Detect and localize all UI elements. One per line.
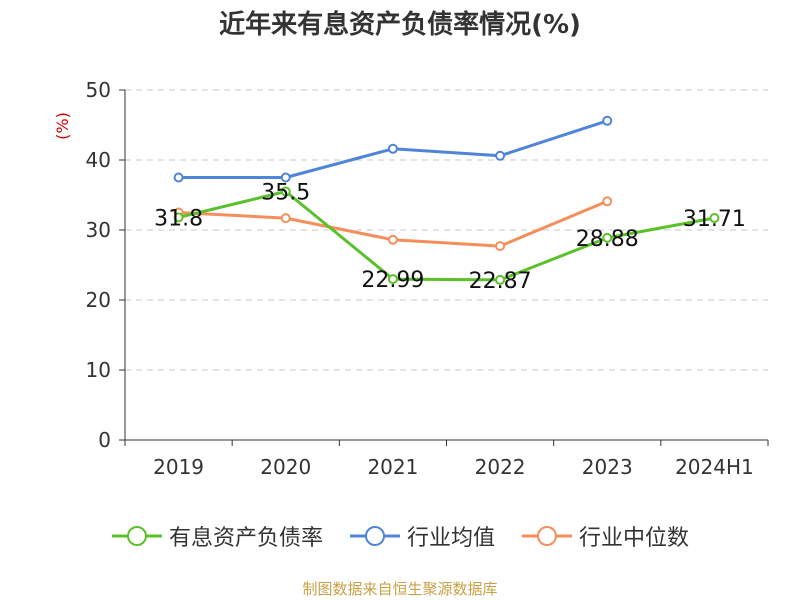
y-axis-label: (%) [53, 112, 72, 140]
legend-label: 行业中位数 [579, 526, 690, 551]
data-label: 31.71 [683, 207, 746, 232]
source-note: 制图数据来自恒生聚源数据库 [302, 580, 498, 598]
data-label: 22.99 [361, 268, 424, 293]
series-line [178, 190, 715, 282]
data-point [495, 274, 506, 285]
y-tick-label: 50 [86, 78, 111, 102]
legend-item[interactable]: 行业均值 [349, 520, 495, 552]
legend-marker-icon [111, 526, 162, 546]
data-point [387, 143, 398, 154]
chart-title: 近年来有息资产负债率情况(%) [219, 10, 581, 40]
y-tick-label: 10 [86, 358, 111, 382]
legend: 有息资产负债率 行业均值 行业中位数 [0, 520, 800, 552]
data-label: 35.5 [261, 181, 310, 206]
data-point [280, 172, 291, 183]
data-point [280, 186, 291, 197]
data-label: 28.88 [576, 227, 639, 252]
y-tick-label: 30 [86, 218, 111, 242]
legend-label: 有息资产负债率 [168, 526, 323, 551]
x-tick-label: 2019 [153, 455, 204, 479]
data-point [602, 232, 613, 243]
x-tick-label: 2021 [367, 455, 418, 479]
y-tick-label: 20 [86, 288, 111, 312]
data-label: 31.8 [154, 206, 203, 231]
legend-item[interactable]: 行业中位数 [521, 520, 689, 552]
series-lines [173, 115, 720, 285]
legend-marker-icon [349, 526, 400, 546]
data-point [709, 213, 720, 224]
data-point [602, 196, 613, 207]
legend-marker-icon [522, 526, 572, 546]
data-labels: 31.8 35.5 22.99 22.87 28.88 31.71 [154, 181, 746, 294]
legend-label: 行业均值 [406, 526, 495, 551]
data-point [387, 234, 398, 245]
data-point [495, 150, 506, 161]
data-point [602, 115, 613, 126]
data-point [173, 212, 184, 223]
y-tick-label: 40 [86, 148, 111, 172]
data-point [280, 213, 291, 224]
data-point [173, 172, 184, 183]
data-point [495, 241, 506, 252]
x-tick-label: 2022 [475, 455, 526, 479]
y-tick-label: 0 [98, 428, 111, 452]
legend-item[interactable]: 有息资产负债率 [111, 520, 323, 552]
x-tick-label: 2020 [260, 455, 311, 479]
x-tick-label: 2023 [582, 455, 633, 479]
x-tick-label: 2024H1 [675, 455, 754, 479]
axes: 0 10 20 30 40 50 2019 2020 2021 2022 2023 2024H1 [86, 78, 769, 479]
data-point [387, 274, 398, 285]
grid-lines [125, 89, 768, 371]
data-label: 22.87 [469, 269, 532, 294]
